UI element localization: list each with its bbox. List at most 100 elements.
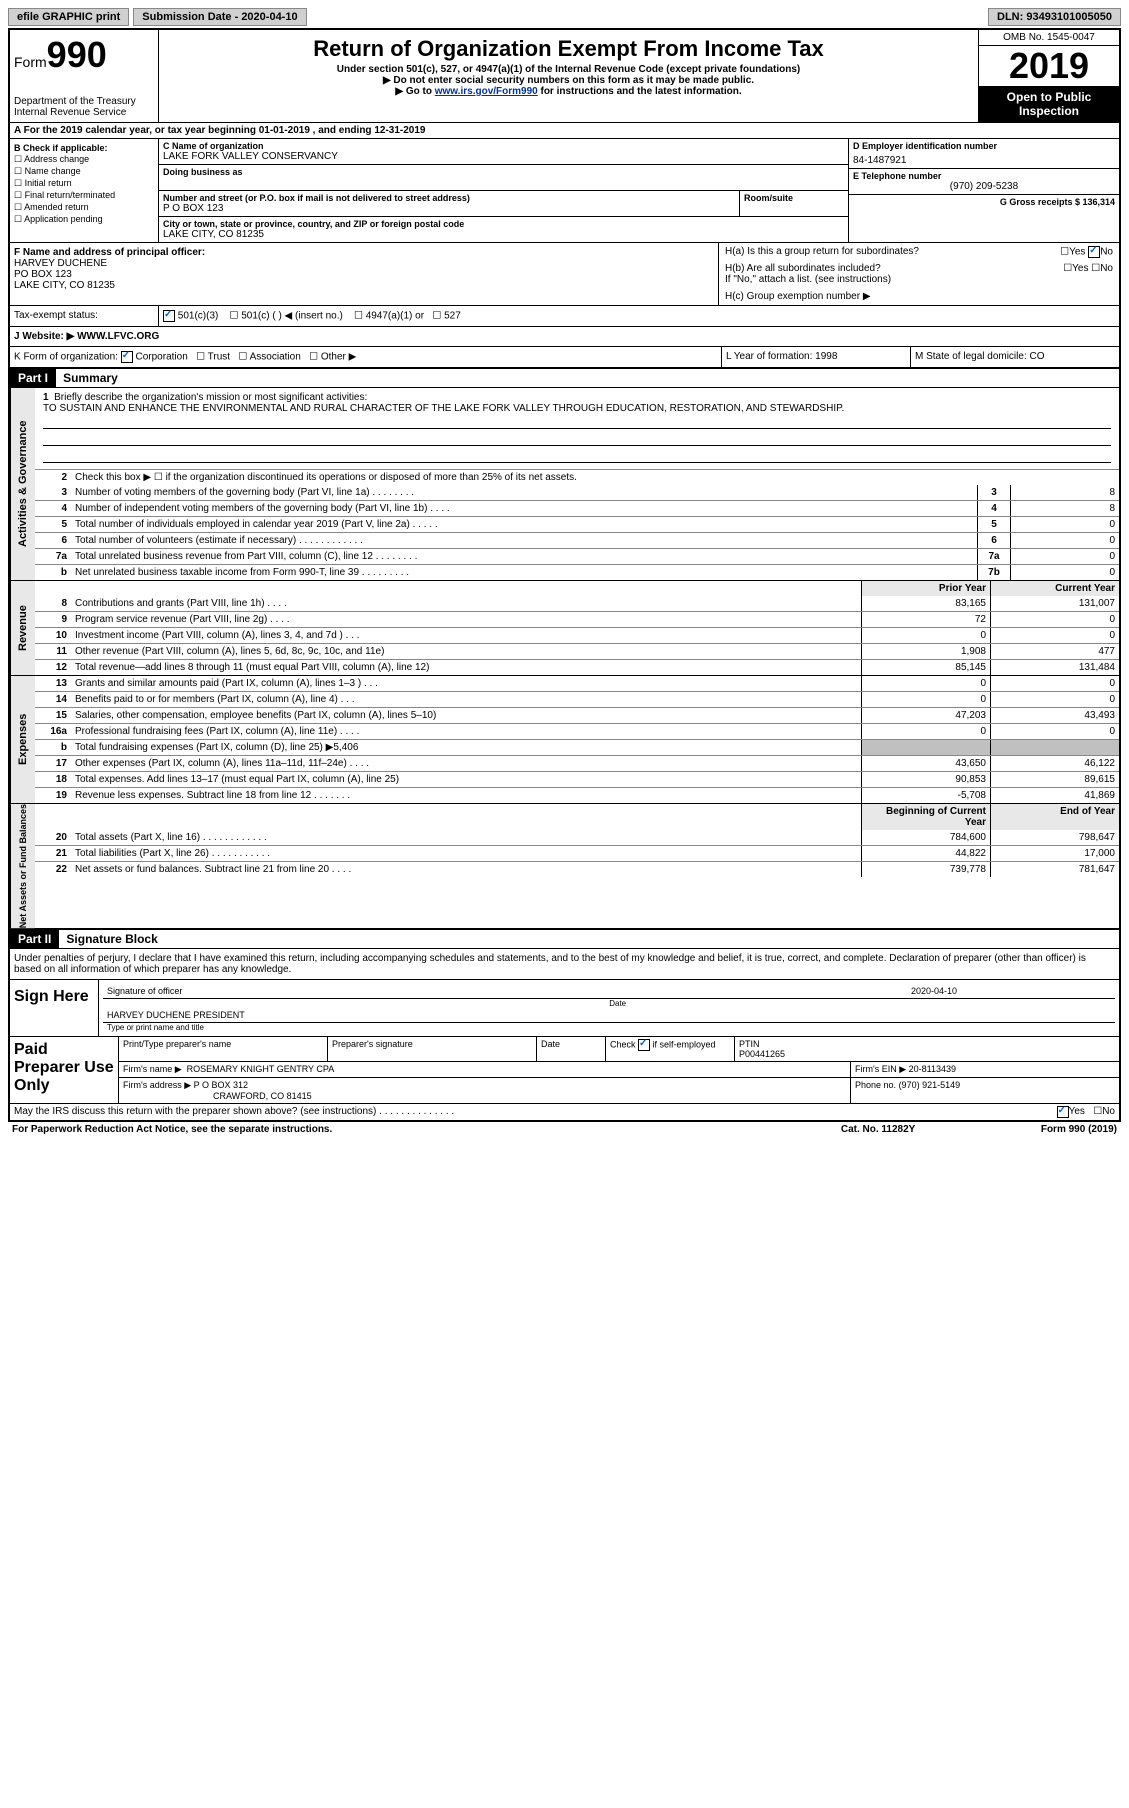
cb-501c3[interactable]	[163, 310, 175, 322]
form-number: 990	[47, 34, 107, 75]
ptin-value: P00441265	[739, 1049, 785, 1059]
k-form-org: K Form of organization: Corporation ☐ Tr…	[10, 347, 721, 367]
irs-discuss-row: May the IRS discuss this return with the…	[10, 1103, 1119, 1120]
phone-label: E Telephone number	[853, 171, 1115, 181]
col-begin: Beginning of Current Year	[861, 804, 990, 830]
expense-line: 15Salaries, other compensation, employee…	[35, 707, 1119, 723]
f-h-row: F Name and address of principal officer:…	[10, 243, 1119, 306]
sidebar-governance: Activities & Governance	[10, 388, 35, 580]
h-c: H(c) Group exemption number ▶	[719, 288, 1119, 305]
year-formation: L Year of formation: 1998	[721, 347, 910, 367]
sign-here-row: Sign Here Signature of officer 2020-04-1…	[10, 979, 1119, 1036]
cb-initial[interactable]: ☐ Initial return	[14, 178, 154, 189]
submission-button[interactable]: Submission Date - 2020-04-10	[133, 8, 306, 26]
col-b-checkboxes: B Check if applicable: ☐ Address change …	[10, 139, 159, 242]
row-a-period: A For the 2019 calendar year, or tax yea…	[10, 123, 1119, 139]
main-grid: B Check if applicable: ☐ Address change …	[10, 139, 1119, 243]
header-row: Form990 Department of the Treasury Inter…	[10, 30, 1119, 123]
efile-button[interactable]: efile GRAPHIC print	[8, 8, 129, 26]
cat-no: Cat. No. 11282Y	[841, 1124, 1041, 1135]
org-city: LAKE CITY, CO 81235	[163, 229, 844, 240]
form-container: Form990 Department of the Treasury Inter…	[8, 28, 1121, 1122]
netasset-line: 21Total liabilities (Part X, line 26) . …	[35, 845, 1119, 861]
sig-date-val: 2020-04-10	[911, 986, 1111, 996]
tax-exempt-label: Tax-exempt status:	[10, 306, 159, 326]
tax-year: 2019	[979, 46, 1119, 86]
col-current: Current Year	[990, 581, 1119, 596]
k-row: K Form of organization: Corporation ☐ Tr…	[10, 347, 1119, 369]
sig-officer-label: Signature of officer	[107, 986, 911, 996]
ha-no-checkbox[interactable]	[1088, 246, 1100, 258]
firm-phone: (970) 921-5149	[899, 1080, 961, 1090]
form-ref: Form 990 (2019)	[1041, 1124, 1117, 1135]
netasset-line: 20Total assets (Part X, line 16) . . . .…	[35, 830, 1119, 845]
irs-label: Internal Revenue Service	[14, 107, 154, 118]
part1-expenses: Expenses 13Grants and similar amounts pa…	[10, 675, 1119, 803]
part1-netassets: Net Assets or Fund Balances Beginning of…	[10, 803, 1119, 928]
cb-discuss-yes[interactable]	[1057, 1106, 1069, 1118]
form-subtitle: Under section 501(c), 527, or 4947(a)(1)…	[163, 64, 974, 75]
org-name-label: C Name of organization	[163, 141, 844, 151]
dln-label: DLN: 93493101005050	[988, 8, 1121, 26]
city-label: City or town, state or province, country…	[163, 219, 844, 229]
part1-title: Summary	[59, 369, 122, 387]
revenue-header: Prior Year Current Year	[35, 581, 1119, 596]
paperwork-notice: For Paperwork Reduction Act Notice, see …	[12, 1124, 841, 1135]
part2-title: Signature Block	[62, 930, 161, 948]
part2-badge: Part II	[10, 930, 59, 948]
sidebar-revenue: Revenue	[10, 581, 35, 675]
revenue-line: 8Contributions and grants (Part VIII, li…	[35, 596, 1119, 611]
officer-name: HARVEY DUCHENE	[14, 258, 714, 269]
irs-discuss-text: May the IRS discuss this return with the…	[14, 1106, 1057, 1118]
tax-exempt-opts: 501(c)(3) ☐ 501(c) ( ) ◀ (insert no.) ☐ …	[159, 306, 1119, 326]
gov-line: 7aTotal unrelated business revenue from …	[35, 548, 1119, 564]
gov-line: 6Total number of volunteers (estimate if…	[35, 532, 1119, 548]
officer-typed-name: HARVEY DUCHENE PRESIDENT	[107, 1010, 245, 1020]
mission-text: TO SUSTAIN AND ENHANCE THE ENVIRONMENTAL…	[43, 403, 844, 414]
cb-pending[interactable]: ☐ Application pending	[14, 214, 154, 225]
prep-date-label: Date	[537, 1037, 606, 1061]
revenue-line: 9Program service revenue (Part VIII, lin…	[35, 611, 1119, 627]
col-deg: D Employer identification number 84-1487…	[848, 139, 1119, 242]
check-self: Check if self-employed	[606, 1037, 735, 1061]
sign-here-label: Sign Here	[10, 980, 99, 1036]
revenue-line: 10Investment income (Part VIII, column (…	[35, 627, 1119, 643]
gov-line: 4Number of independent voting members of…	[35, 500, 1119, 516]
col-f: F Name and address of principal officer:…	[10, 243, 718, 305]
omb-number: OMB No. 1545-0047	[979, 30, 1119, 46]
note-link: ▶ Go to www.irs.gov/Form990 for instruct…	[163, 86, 974, 97]
expense-line: 13Grants and similar amounts paid (Part …	[35, 676, 1119, 691]
cb-name[interactable]: ☐ Name change	[14, 166, 154, 177]
ein-value: 84-1487921	[853, 155, 1115, 166]
firm-addr1: P O BOX 312	[194, 1080, 248, 1090]
gov-line: 3Number of voting members of the governi…	[35, 485, 1119, 500]
expense-line: 16aProfessional fundraising fees (Part I…	[35, 723, 1119, 739]
officer-addr2: LAKE CITY, CO 81235	[14, 280, 714, 291]
cb-address[interactable]: ☐ Address change	[14, 154, 154, 165]
col-b-header: B Check if applicable:	[14, 143, 154, 153]
cb-final[interactable]: ☐ Final return/terminated	[14, 190, 154, 201]
part1-governance: Activities & Governance 1 Briefly descri…	[10, 387, 1119, 580]
expense-line: 14Benefits paid to or for members (Part …	[35, 691, 1119, 707]
header-left: Form990 Department of the Treasury Inter…	[10, 30, 159, 122]
mission-box: 1 Briefly describe the organization's mi…	[35, 388, 1119, 469]
cb-corp[interactable]	[121, 351, 133, 363]
gov-line: bNet unrelated business taxable income f…	[35, 564, 1119, 580]
irs-link[interactable]: www.irs.gov/Form990	[435, 86, 538, 97]
state-domicile: M State of legal domicile: CO	[910, 347, 1119, 367]
part1-badge: Part I	[10, 369, 56, 387]
phone-value: (970) 209-5238	[853, 181, 1115, 192]
expense-line: 18Total expenses. Add lines 13–17 (must …	[35, 771, 1119, 787]
website-row: J Website: ▶ WWW.LFVC.ORG	[10, 327, 1119, 347]
cb-amended[interactable]: ☐ Amended return	[14, 202, 154, 213]
tax-exempt-row: Tax-exempt status: 501(c)(3) ☐ 501(c) ( …	[10, 306, 1119, 327]
col-c: C Name of organization LAKE FORK VALLEY …	[159, 139, 848, 242]
officer-addr1: PO BOX 123	[14, 269, 714, 280]
revenue-line: 12Total revenue—add lines 8 through 11 (…	[35, 659, 1119, 675]
top-bar: efile GRAPHIC print Submission Date - 20…	[8, 8, 1121, 26]
firm-name: ROSEMARY KNIGHT GENTRY CPA	[187, 1064, 335, 1074]
col-prior: Prior Year	[861, 581, 990, 596]
addr-label: Number and street (or P.O. box if mail i…	[163, 193, 735, 203]
cb-self-emp[interactable]	[638, 1039, 650, 1051]
paid-preparer-fields: Print/Type preparer's name Preparer's si…	[119, 1037, 1119, 1103]
